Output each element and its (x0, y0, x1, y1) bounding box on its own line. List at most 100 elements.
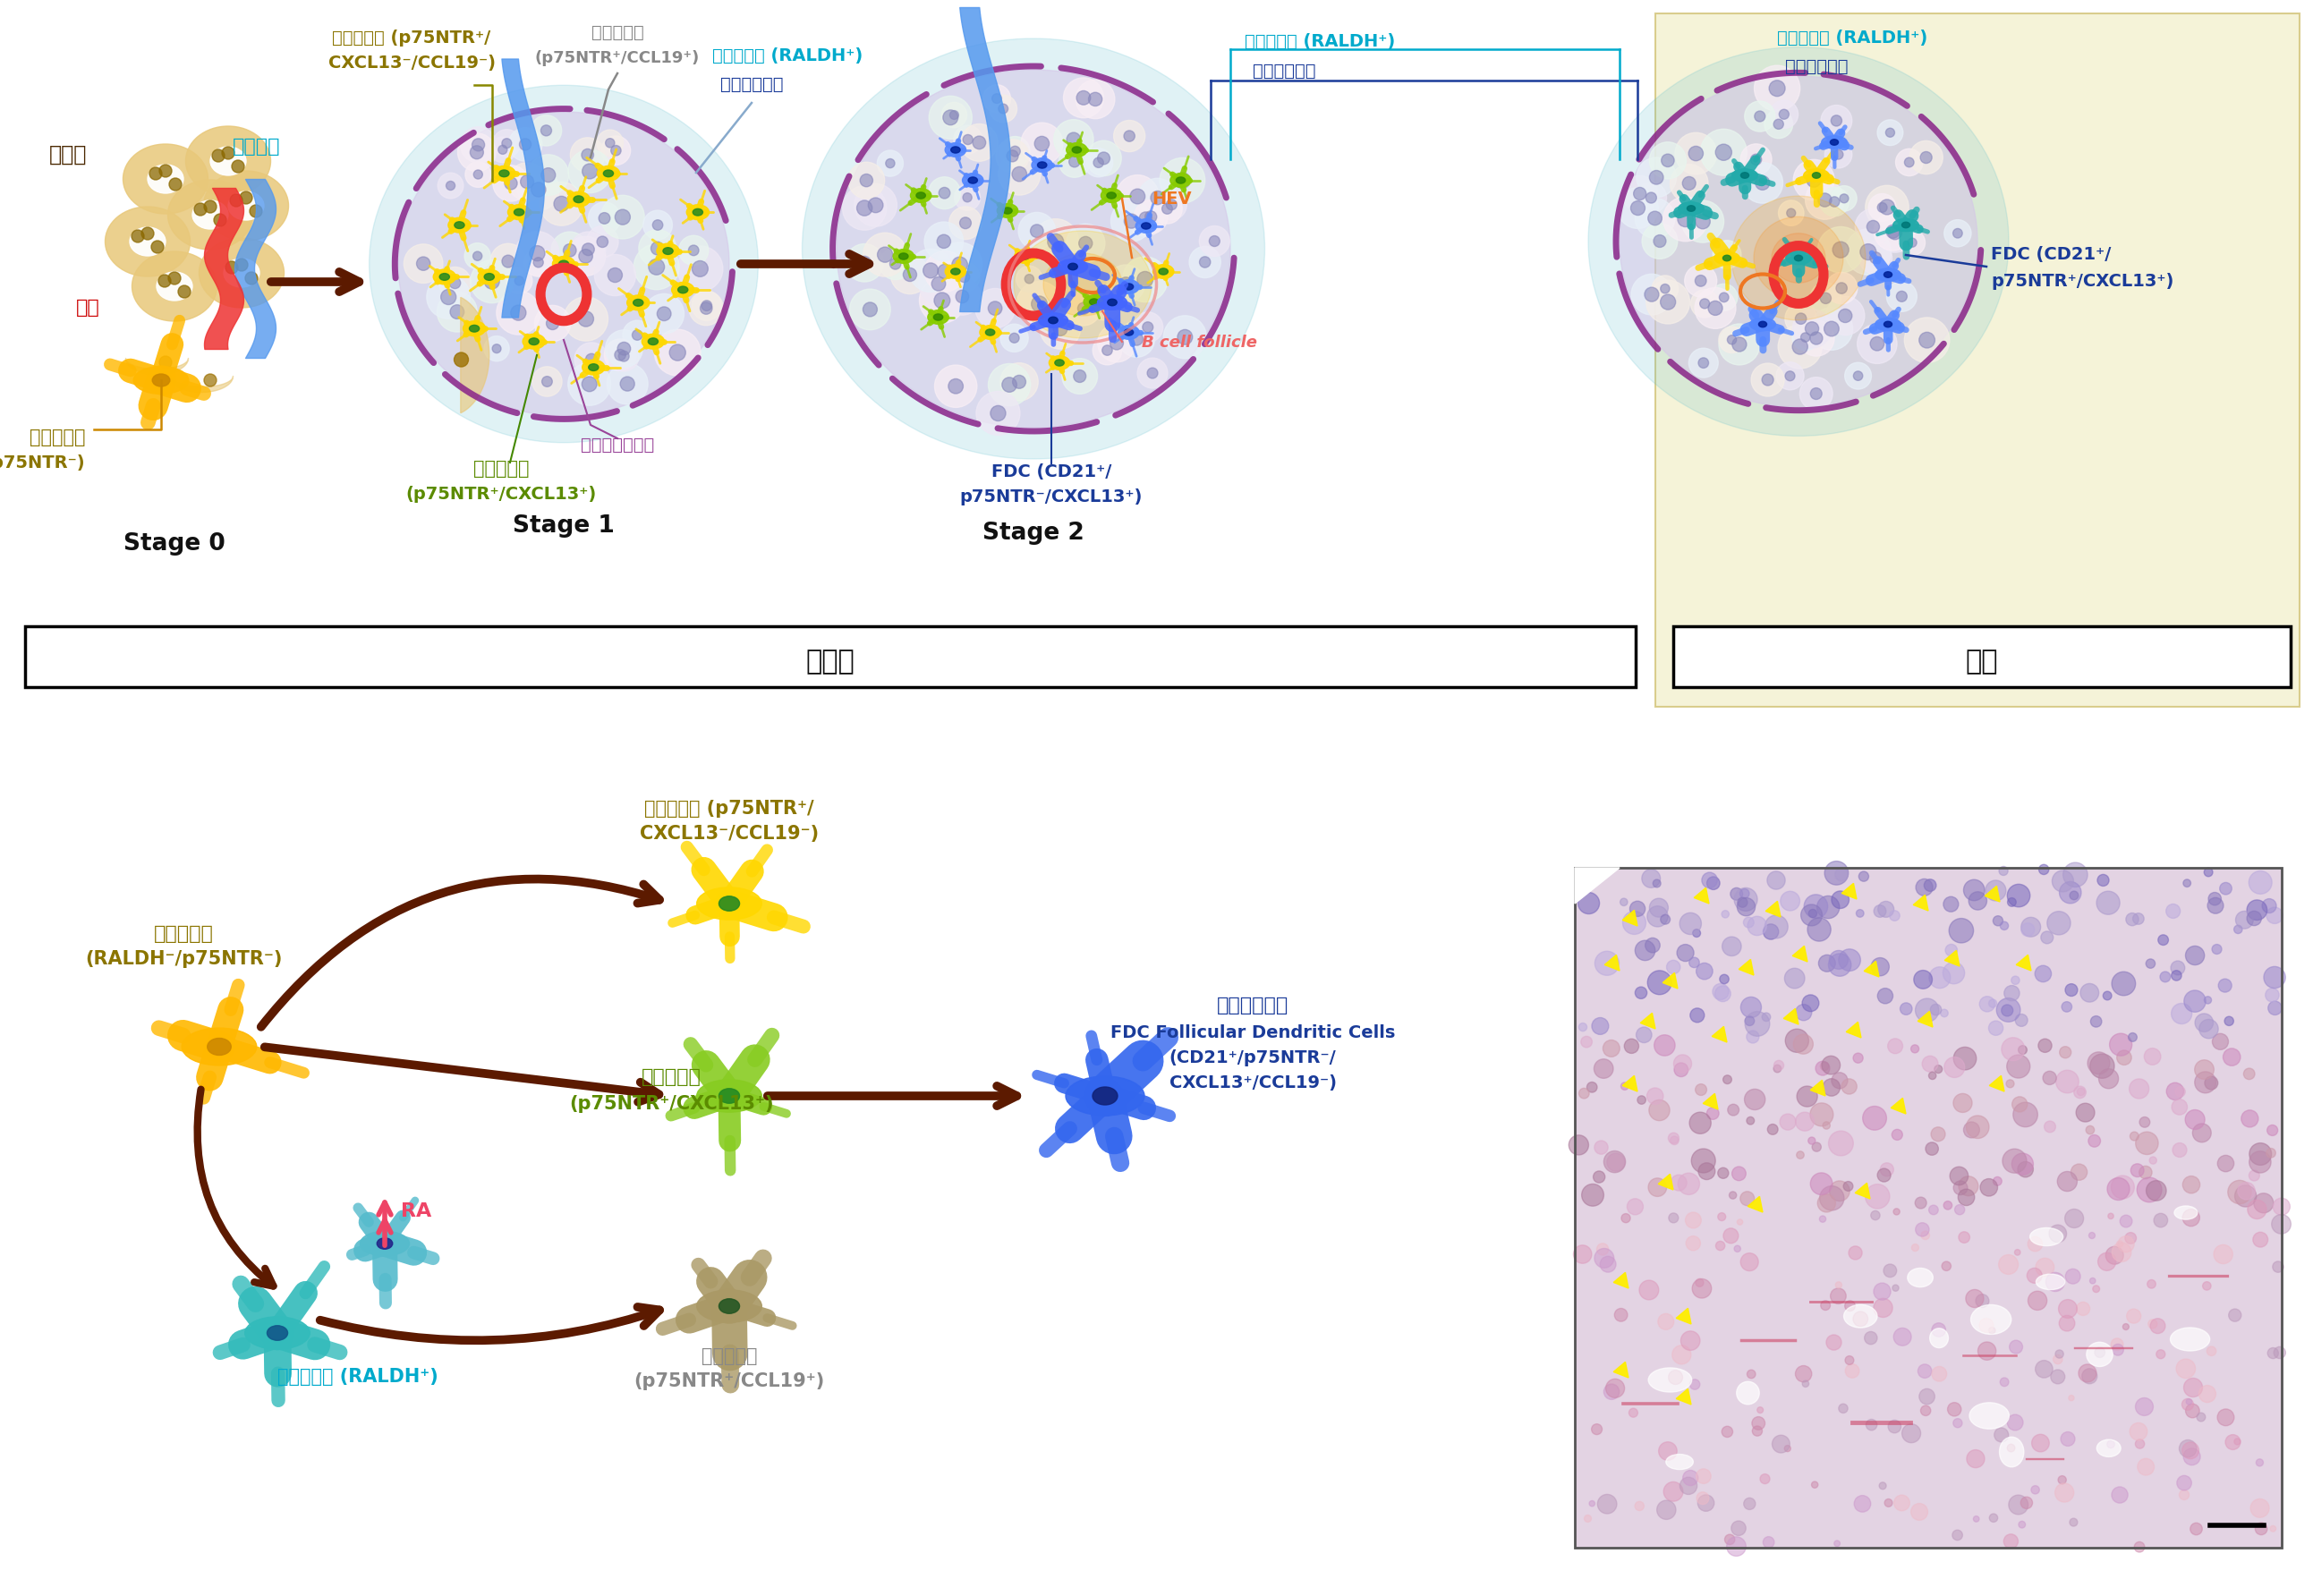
Ellipse shape (157, 271, 192, 300)
Circle shape (2066, 1269, 2079, 1283)
Circle shape (608, 342, 638, 372)
Circle shape (1032, 219, 1078, 265)
Ellipse shape (1089, 298, 1099, 305)
Circle shape (405, 244, 442, 282)
Circle shape (1959, 1232, 1971, 1243)
Circle shape (2040, 930, 2054, 943)
Circle shape (1809, 910, 1818, 918)
Circle shape (999, 153, 1041, 195)
Polygon shape (1765, 902, 1781, 918)
Circle shape (1904, 318, 1950, 362)
Text: 線維芽細胞 (RALDH⁺): 線維芽細胞 (RALDH⁺) (1244, 34, 1395, 49)
Circle shape (2026, 1267, 2042, 1283)
Circle shape (2066, 1210, 2084, 1227)
Circle shape (1684, 265, 1716, 297)
Circle shape (1723, 1076, 1732, 1084)
Circle shape (2068, 1395, 2075, 1401)
Circle shape (2123, 1323, 2128, 1329)
Ellipse shape (1101, 188, 1122, 203)
Ellipse shape (1732, 196, 1867, 321)
Ellipse shape (1758, 321, 1767, 327)
Circle shape (451, 305, 465, 319)
Circle shape (2082, 1368, 2098, 1384)
Circle shape (493, 345, 502, 353)
Text: CXCL13⁻/CCL19⁻): CXCL13⁻/CCL19⁻) (328, 54, 495, 72)
Circle shape (1996, 998, 2019, 1021)
Bar (1672, 626, 2290, 686)
Circle shape (2059, 1047, 2070, 1058)
Circle shape (2179, 1440, 2197, 1457)
Circle shape (1911, 140, 1943, 174)
Circle shape (1059, 145, 1089, 177)
Circle shape (988, 302, 1002, 316)
Circle shape (1686, 1213, 1702, 1229)
Text: レチノイン酸: レチノイン酸 (719, 77, 784, 93)
Circle shape (2255, 1523, 2267, 1535)
Ellipse shape (997, 204, 1018, 217)
Circle shape (2218, 978, 2232, 993)
Circle shape (581, 148, 594, 161)
Circle shape (1707, 876, 1721, 889)
Circle shape (1795, 1004, 1811, 1020)
Circle shape (2091, 1053, 2114, 1079)
Ellipse shape (134, 367, 190, 394)
Circle shape (2248, 871, 2271, 894)
Circle shape (1568, 1135, 1589, 1156)
Circle shape (1931, 1004, 1941, 1015)
Circle shape (2274, 1261, 2283, 1272)
Circle shape (2022, 922, 2035, 937)
Circle shape (1834, 150, 1843, 160)
Circle shape (2197, 1412, 2204, 1422)
Circle shape (849, 289, 891, 330)
Ellipse shape (1066, 1076, 1145, 1116)
Circle shape (902, 268, 916, 281)
Circle shape (923, 263, 939, 278)
Circle shape (1668, 1213, 1679, 1223)
Circle shape (1640, 1280, 1658, 1299)
Circle shape (1725, 1537, 1746, 1556)
Circle shape (1138, 358, 1168, 388)
Circle shape (1605, 1379, 1624, 1398)
Circle shape (1723, 937, 1742, 956)
Circle shape (1913, 970, 1931, 990)
Circle shape (1580, 1088, 1589, 1098)
Circle shape (1818, 193, 1832, 207)
Circle shape (1839, 310, 1853, 322)
Circle shape (1110, 337, 1124, 350)
Circle shape (2149, 1157, 2156, 1163)
Circle shape (1658, 1441, 1677, 1460)
Circle shape (2019, 1521, 2026, 1527)
Circle shape (1820, 1301, 1830, 1310)
Circle shape (1645, 938, 1661, 953)
Circle shape (472, 252, 481, 260)
Text: Stage 1: Stage 1 (513, 514, 615, 538)
Circle shape (1774, 120, 1783, 129)
Circle shape (1820, 1186, 1843, 1210)
Circle shape (2035, 1258, 2054, 1277)
Circle shape (1066, 223, 1106, 263)
Circle shape (1857, 324, 1897, 364)
Circle shape (1624, 911, 1647, 934)
Circle shape (1994, 916, 2003, 926)
Circle shape (2119, 1235, 2135, 1253)
Circle shape (2054, 1483, 2075, 1502)
Circle shape (1744, 1017, 1753, 1026)
Circle shape (1772, 1435, 1790, 1452)
Circle shape (1781, 891, 1800, 911)
Ellipse shape (1823, 136, 1848, 148)
Circle shape (1779, 324, 1823, 369)
Circle shape (1596, 1243, 1608, 1254)
Circle shape (858, 257, 872, 270)
Circle shape (1820, 1061, 1830, 1071)
Circle shape (847, 244, 884, 282)
Circle shape (1089, 93, 1101, 105)
Ellipse shape (719, 897, 740, 911)
Circle shape (1837, 1282, 1841, 1288)
Circle shape (1675, 1063, 1688, 1077)
Circle shape (1693, 929, 1700, 937)
Ellipse shape (687, 204, 710, 220)
Circle shape (1763, 1537, 1774, 1548)
Circle shape (622, 321, 652, 350)
Circle shape (1210, 236, 1219, 246)
Circle shape (1941, 1009, 1948, 1017)
